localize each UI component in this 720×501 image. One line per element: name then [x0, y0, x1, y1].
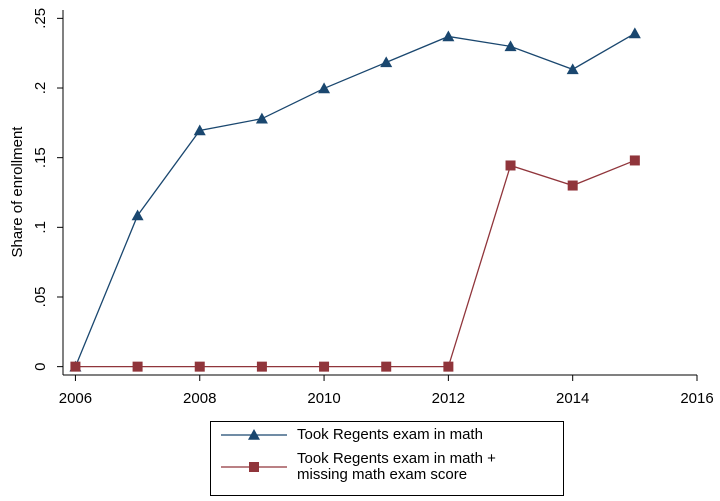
- marker: [629, 155, 640, 166]
- series-line: [75, 159, 636, 368]
- marker: [132, 361, 143, 372]
- x-tick-label: 2014: [556, 390, 589, 407]
- legend-key: [221, 462, 287, 472]
- marker: [256, 361, 267, 372]
- y-tick-label: .05: [32, 287, 49, 308]
- marker: [505, 160, 516, 171]
- y-axis-label: Share of enrollment: [9, 126, 26, 258]
- marker: [249, 462, 259, 472]
- y-tick-label: .1: [32, 221, 49, 234]
- marker: [193, 124, 206, 136]
- legend-item: Took Regents exam in math + missing math…: [211, 448, 563, 486]
- marker: [628, 27, 641, 39]
- x-tick-label: 2006: [59, 390, 92, 407]
- marker: [442, 30, 455, 42]
- x-tick-label: 2008: [183, 390, 216, 407]
- plot: Share of enrollment 0 .05 .1 .15 .2 .25 2006 20…: [9, 8, 714, 407]
- legend-item: Took Regents exam in math: [211, 422, 563, 448]
- marker: [567, 180, 578, 191]
- marker: [194, 361, 205, 372]
- marker: [248, 429, 260, 440]
- x-tick-label: 2010: [307, 390, 340, 407]
- marker: [381, 361, 392, 372]
- y-tick-label: .2: [32, 82, 49, 95]
- x-tick-label: 2012: [432, 390, 465, 407]
- marker: [380, 56, 393, 68]
- y-tick-label: .25: [32, 8, 49, 29]
- marker: [318, 82, 331, 94]
- marker: [70, 361, 81, 372]
- y-tick-label: 0: [32, 362, 49, 370]
- x-tick-label: 2016: [680, 390, 713, 407]
- y-tick-label: .15: [32, 147, 49, 168]
- marker: [566, 63, 579, 75]
- marker: [131, 209, 144, 221]
- series-line: [74, 32, 636, 367]
- marker: [504, 40, 517, 52]
- marker: [443, 361, 454, 372]
- marker: [319, 361, 330, 372]
- legend-key: [221, 429, 287, 440]
- marker: [255, 112, 268, 124]
- legend-label: Took Regents exam in math + missing math…: [297, 450, 496, 483]
- legend: Took Regents exam in math Took Regents ex…: [210, 421, 564, 496]
- legend-label: Took Regents exam in math: [297, 426, 483, 443]
